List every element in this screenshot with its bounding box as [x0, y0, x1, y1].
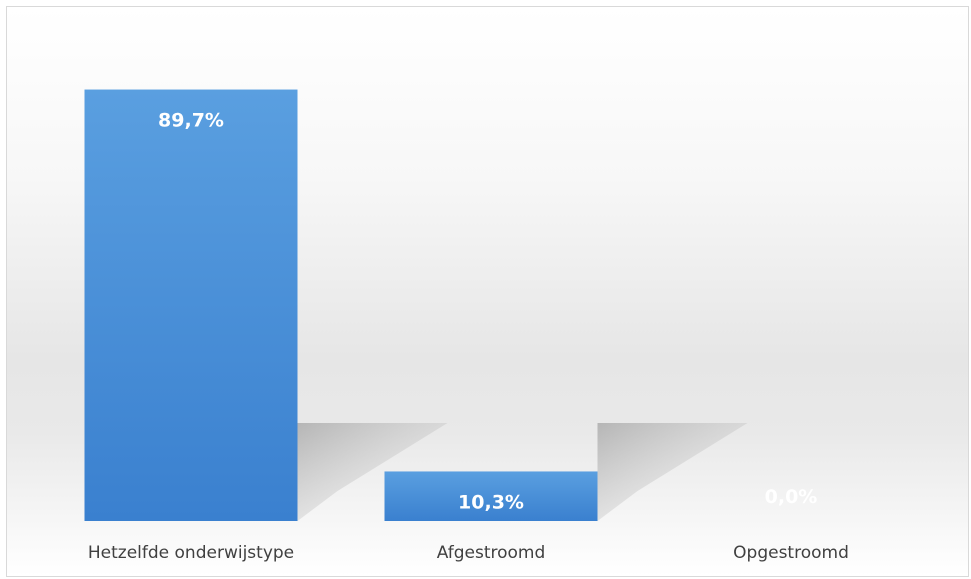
category-label: Opgestroomd — [733, 543, 849, 563]
category-label: Afgestroomd — [437, 543, 546, 563]
data-label: 89,7% — [158, 110, 224, 132]
bar-shadow — [297, 423, 448, 521]
bar-afgestroomd — [384, 471, 598, 521]
category-label: Hetzelfde onderwijstype — [88, 543, 294, 563]
data-label: 10,3% — [458, 491, 524, 513]
data-label: 0,0% — [765, 486, 818, 508]
bar-hetzelfde-onderwijstype — [84, 89, 298, 521]
bar-shadow — [597, 423, 748, 521]
